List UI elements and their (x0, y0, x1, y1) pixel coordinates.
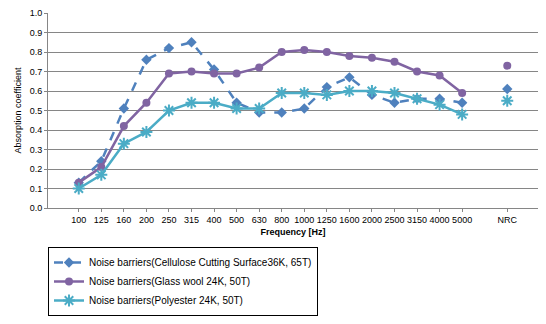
svg-text:400: 400 (207, 215, 222, 225)
svg-text:0.5: 0.5 (30, 106, 43, 116)
svg-text:1.0: 1.0 (30, 8, 43, 18)
svg-text:800: 800 (274, 215, 289, 225)
svg-text:Noise barriers(Glass wool 24K,: Noise barriers(Glass wool 24K, 50T) (89, 276, 250, 287)
svg-text:0.0: 0.0 (30, 203, 43, 213)
svg-text:0.9: 0.9 (30, 28, 43, 38)
svg-text:0.2: 0.2 (30, 164, 43, 174)
svg-text:NRC: NRC (498, 215, 518, 225)
svg-text:0.4: 0.4 (30, 125, 43, 135)
svg-text:100: 100 (71, 215, 86, 225)
svg-text:200: 200 (139, 215, 154, 225)
svg-text:0.1: 0.1 (30, 184, 43, 194)
svg-text:Absorption coefficient: Absorption coefficient (13, 67, 23, 153)
svg-text:0.8: 0.8 (30, 47, 43, 57)
svg-text:3150: 3150 (407, 215, 427, 225)
svg-text:0.3: 0.3 (30, 145, 43, 155)
svg-text:630: 630 (252, 215, 267, 225)
svg-text:0.7: 0.7 (30, 67, 43, 77)
svg-text:5000: 5000 (452, 215, 472, 225)
svg-text:1250: 1250 (317, 215, 337, 225)
svg-text:160: 160 (116, 215, 131, 225)
svg-text:1600: 1600 (339, 215, 359, 225)
svg-text:0.6: 0.6 (30, 86, 43, 96)
svg-text:Noise barriers(Polyester 24K,: Noise barriers(Polyester 24K, 50T) (89, 295, 243, 306)
svg-text:Noise barriers(Cellulose Cutti: Noise barriers(Cellulose Cutting Surface… (89, 257, 311, 268)
svg-text:Frequency [Hz]: Frequency [Hz] (260, 227, 325, 237)
svg-text:500: 500 (229, 215, 244, 225)
svg-text:1000: 1000 (294, 215, 314, 225)
svg-text:2500: 2500 (384, 215, 404, 225)
svg-text:2000: 2000 (362, 215, 382, 225)
svg-text:250: 250 (161, 215, 176, 225)
svg-text:315: 315 (184, 215, 199, 225)
svg-text:125: 125 (94, 215, 109, 225)
svg-text:4000: 4000 (430, 215, 450, 225)
